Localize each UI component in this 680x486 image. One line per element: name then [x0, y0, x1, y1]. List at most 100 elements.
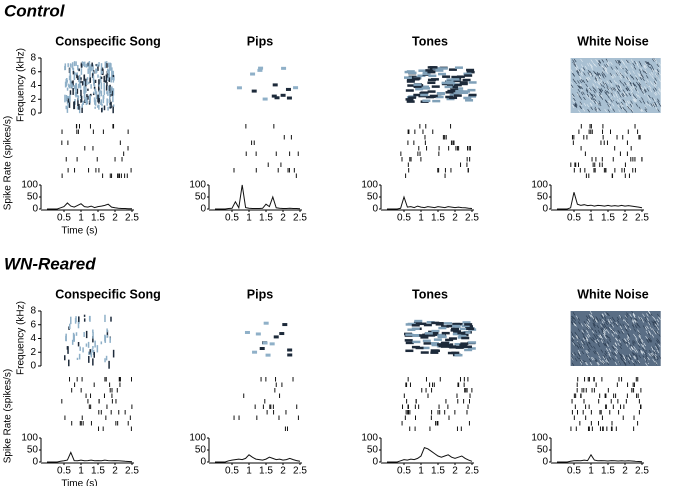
noise-streak — [578, 69, 582, 73]
noise-streak — [577, 349, 581, 354]
noise-streak — [604, 99, 608, 103]
noise-streak — [579, 96, 583, 100]
raster — [400, 124, 471, 178]
noise-streak — [654, 73, 658, 77]
noise-streak — [597, 60, 600, 64]
noise-streak — [625, 91, 629, 95]
noise-streak — [587, 354, 590, 359]
tone — [468, 341, 477, 344]
song-energy — [87, 62, 90, 66]
noise-streak — [625, 87, 629, 91]
song-energy — [95, 68, 97, 74]
song-energy — [98, 95, 101, 102]
song-energy — [77, 98, 79, 107]
noise-streak — [588, 72, 592, 77]
noise-streak — [629, 103, 633, 107]
song-energy — [105, 61, 108, 64]
noise-streak — [622, 106, 625, 111]
noise-streak — [653, 82, 657, 86]
freq-tick-label: 8 — [30, 306, 36, 317]
song-energy — [111, 71, 113, 77]
noise-streak — [633, 319, 637, 323]
song-energy — [81, 61, 84, 67]
time-tick-label: 2.5 — [635, 466, 649, 477]
noise-streak — [654, 343, 658, 347]
noise-streak — [631, 95, 635, 99]
noise-streak — [625, 343, 629, 347]
noise-streak — [606, 343, 609, 347]
song-energy — [80, 68, 83, 75]
song-energy — [106, 91, 108, 95]
song-energy — [90, 352, 92, 356]
noise-streak — [605, 321, 608, 326]
song-energy — [112, 77, 115, 83]
song-energy — [107, 77, 109, 80]
noise-streak — [649, 339, 652, 343]
song-energy — [96, 105, 99, 108]
noise-streak — [593, 73, 596, 77]
noise-streak — [624, 338, 627, 342]
section-title: Control — [4, 1, 66, 20]
noise-streak — [635, 93, 639, 97]
song-energy — [86, 80, 88, 86]
noise-streak — [620, 353, 623, 358]
noise-streak — [617, 336, 620, 340]
noise-streak — [638, 324, 641, 329]
song-energy — [94, 99, 97, 106]
noise-streak — [644, 62, 648, 66]
noise-streak — [634, 360, 638, 364]
time-tick-label: 0.5 — [397, 466, 411, 477]
noise-streak — [594, 318, 598, 322]
time-tick-label: 2 — [452, 213, 458, 224]
noise-streak — [580, 345, 584, 349]
song-energy — [76, 106, 79, 110]
noise-streak — [628, 60, 632, 64]
noise-streak — [615, 94, 619, 98]
tone — [407, 328, 416, 331]
tone — [405, 341, 414, 345]
noise-streak — [631, 324, 635, 328]
tone — [412, 77, 421, 80]
noise-streak — [614, 356, 618, 360]
noise-streak — [631, 346, 634, 350]
noise-streak — [608, 104, 612, 108]
pip — [262, 341, 268, 345]
noise-streak — [610, 87, 613, 91]
noise-streak — [583, 329, 586, 333]
noise-streak — [615, 60, 618, 64]
noise-streak — [597, 361, 600, 366]
song-energy — [107, 85, 110, 92]
noise-streak — [571, 352, 574, 356]
noise-streak — [615, 323, 618, 327]
noise-streak — [574, 331, 577, 336]
song-energy — [73, 61, 76, 67]
noise-streak — [605, 347, 609, 352]
noise-streak — [598, 72, 602, 77]
time-tick-label: 1.5 — [259, 213, 273, 224]
noise-streak — [594, 106, 598, 110]
song-energy — [100, 82, 103, 90]
noise-streak — [638, 60, 642, 65]
noise-streak — [596, 362, 599, 366]
noise-streak — [582, 108, 586, 112]
noise-streak — [630, 100, 633, 104]
rate-tick-label: 0 — [200, 204, 206, 215]
song-energy — [87, 88, 89, 91]
noise-streak — [590, 344, 593, 349]
noise-streak — [604, 350, 608, 355]
noise-streak — [586, 344, 590, 348]
noise-streak — [600, 349, 604, 353]
noise-streak — [610, 90, 613, 94]
tone — [468, 93, 477, 97]
noise-streak — [651, 103, 655, 108]
noise-streak — [625, 65, 628, 69]
noise-streak — [586, 63, 590, 67]
song-energy — [106, 328, 108, 333]
time-tick-label: 1 — [418, 466, 424, 477]
song-energy — [87, 341, 90, 348]
tone — [430, 332, 439, 335]
noise-streak — [578, 351, 581, 356]
tone — [423, 342, 432, 345]
noise-streak — [632, 312, 636, 317]
song-energy — [110, 86, 112, 95]
